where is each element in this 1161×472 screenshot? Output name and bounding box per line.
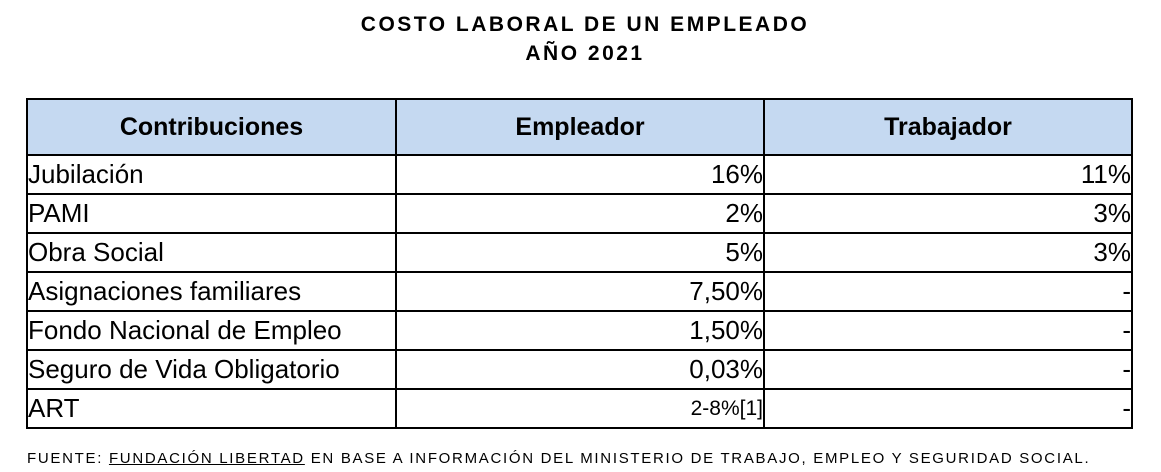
contribution-name: Asignaciones familiares (26, 271, 397, 312)
employer-rate: 0,03% (395, 349, 765, 390)
contribution-name: ART (26, 388, 397, 429)
worker-rate: 3% (763, 232, 1133, 273)
employer-rate: 7,50% (395, 271, 765, 312)
worker-rate: - (763, 388, 1133, 429)
title-line-2: AÑO 2021 (525, 42, 645, 65)
table-row: PAMI 2% 3% (26, 193, 1133, 234)
table-row: Seguro de Vida Obligatorio 0,03% - (26, 349, 1133, 390)
contribution-name: Obra Social (26, 232, 397, 273)
worker-rate: 11% (763, 154, 1133, 195)
source-note: FUENTE: FUNDACIÓN LIBERTAD EN BASE A INF… (27, 450, 1090, 467)
worker-rate: - (763, 271, 1133, 312)
employer-rate: 5% (395, 232, 765, 273)
table-row: Obra Social 5% 3% (26, 232, 1133, 273)
employer-rate: 2% (395, 193, 765, 234)
table-row: Jubilación 16% 11% (26, 154, 1133, 195)
contributions-table: Contribuciones Empleador Trabajador Jubi… (26, 98, 1133, 429)
page-title: COSTO LABORAL DE UN EMPLEADO AÑO 2021 (0, 10, 1161, 68)
worker-rate: - (763, 310, 1133, 351)
title-line-1: COSTO LABORAL DE UN EMPLEADO (360, 13, 810, 36)
employer-rate: 16% (395, 154, 765, 195)
worker-rate: 3% (763, 193, 1133, 234)
worker-rate: - (763, 349, 1133, 390)
header-trabajador: Trabajador (763, 98, 1133, 156)
source-prefix: FUENTE: (27, 450, 109, 467)
header-contribuciones: Contribuciones (26, 98, 397, 156)
contribution-name: Jubilación (26, 154, 397, 195)
employer-rate: 2-8%[1] (395, 388, 765, 429)
employer-rate: 1,50% (395, 310, 765, 351)
source-link[interactable]: FUNDACIÓN LIBERTAD (108, 450, 305, 467)
header-empleador: Empleador (395, 98, 765, 156)
contribution-name: PAMI (26, 193, 397, 234)
table-row: Fondo Nacional de Empleo 1,50% - (26, 310, 1133, 351)
table-row: ART 2-8%[1] - (26, 388, 1133, 429)
source-suffix: EN BASE A INFORMACIÓN DEL MINISTERIO DE … (304, 450, 1091, 467)
table-header-row: Contribuciones Empleador Trabajador (26, 98, 1133, 156)
table-row: Asignaciones familiares 7,50% - (26, 271, 1133, 312)
contribution-name: Fondo Nacional de Empleo (26, 310, 397, 351)
contribution-name: Seguro de Vida Obligatorio (26, 349, 397, 390)
